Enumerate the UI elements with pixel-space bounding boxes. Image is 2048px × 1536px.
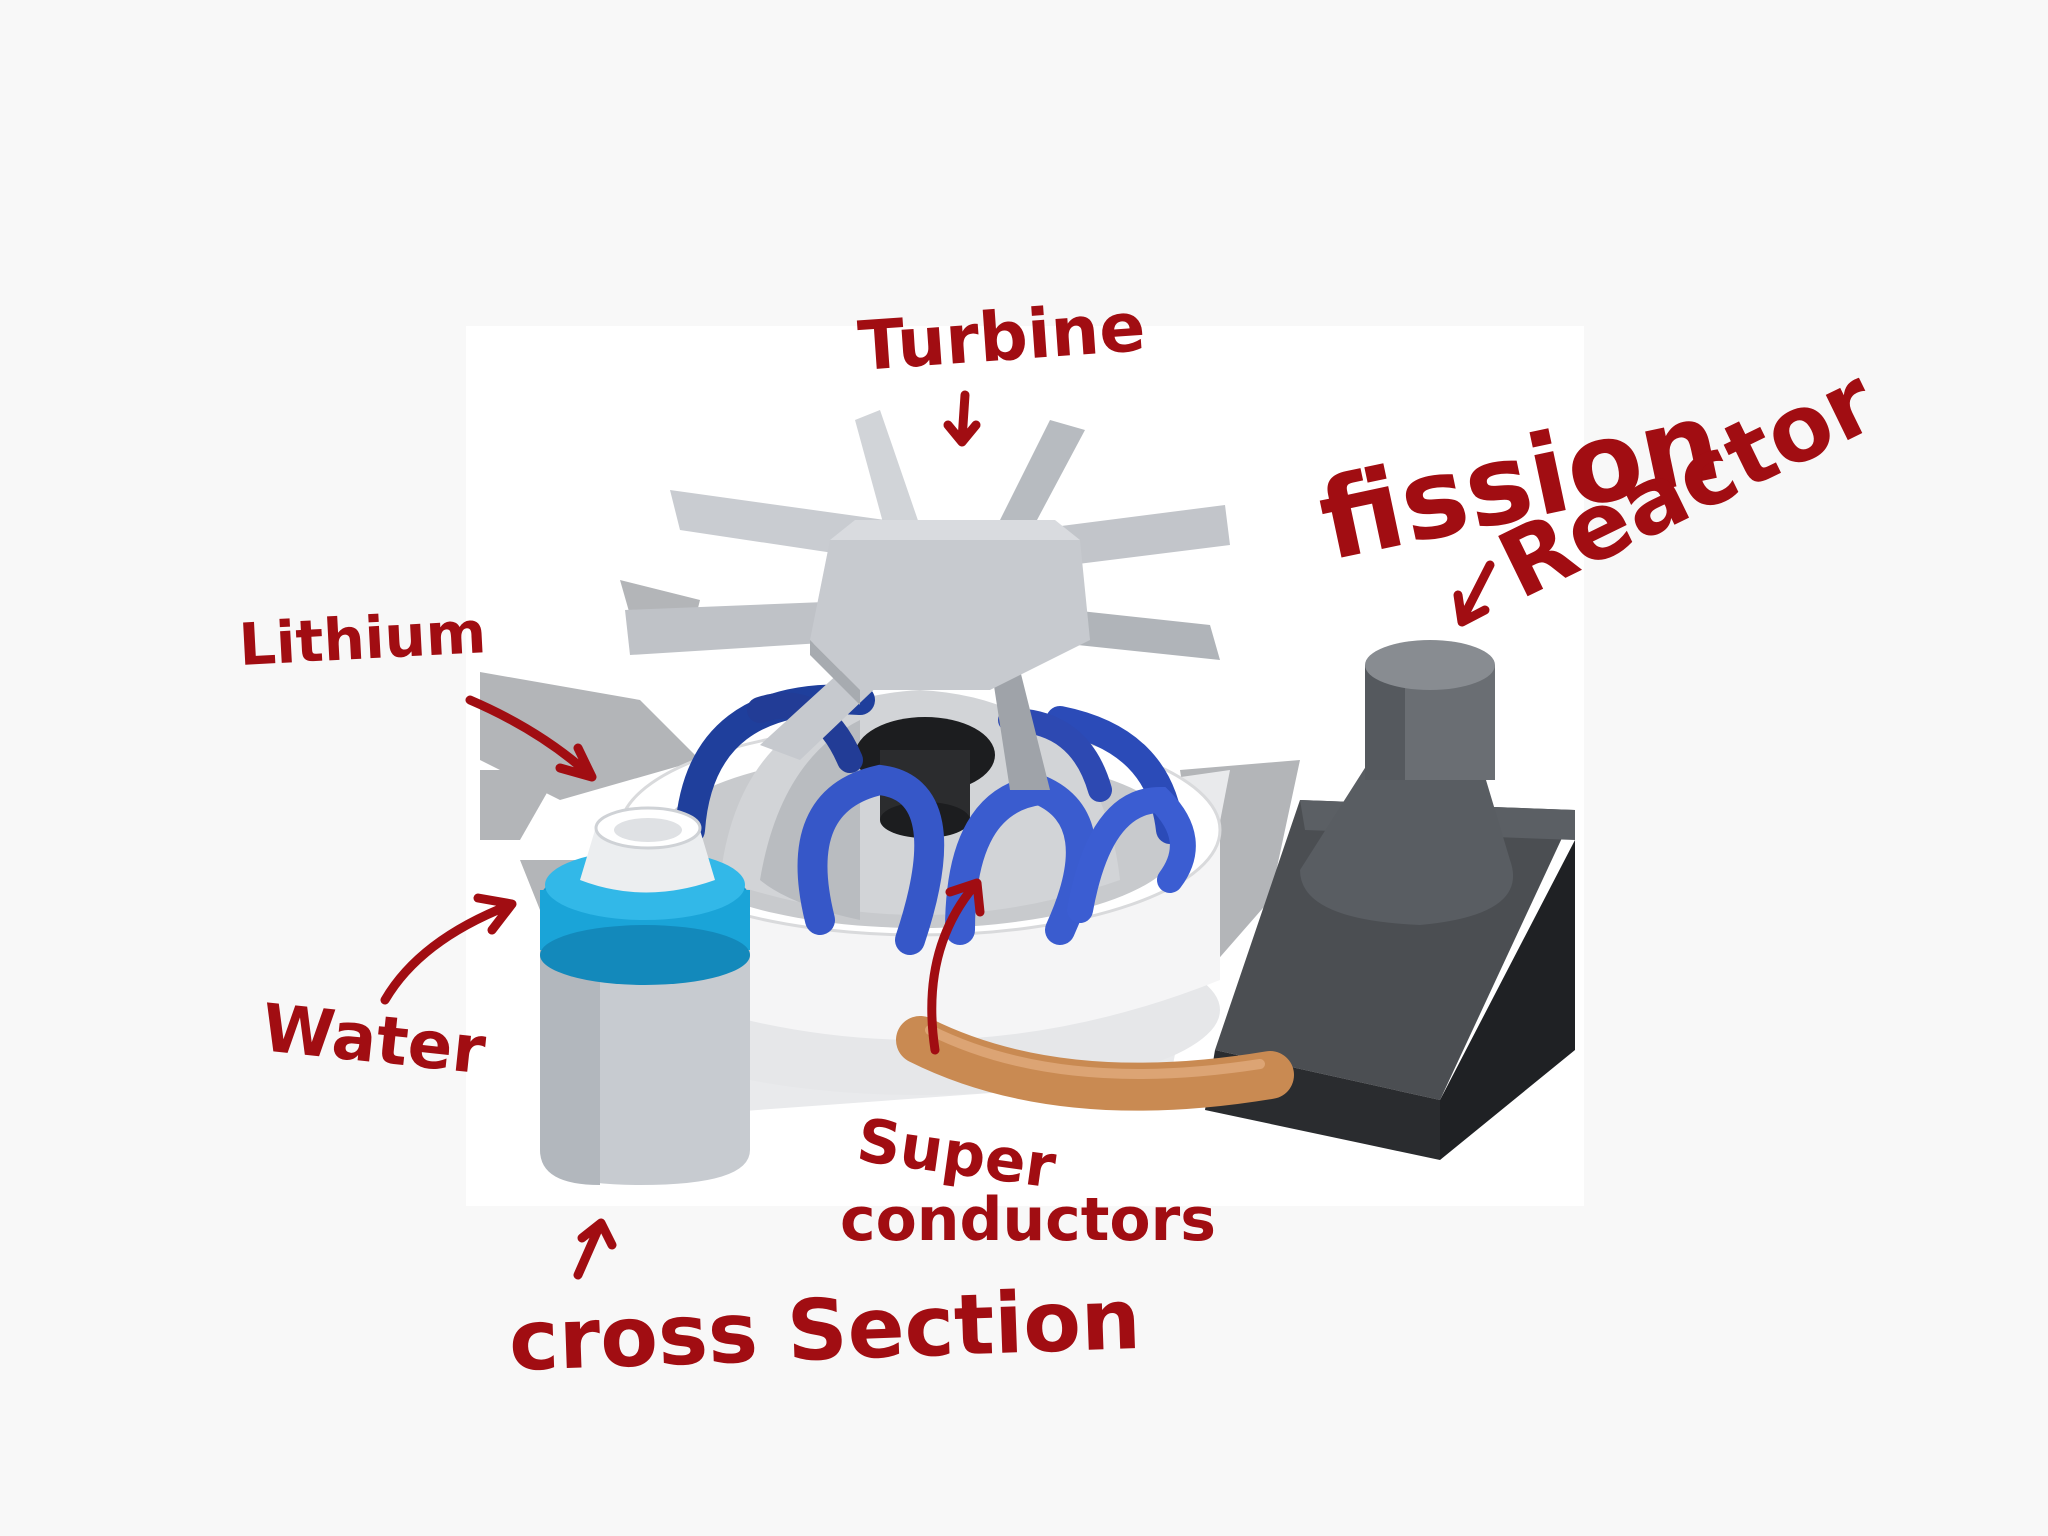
lithium-arrow	[465, 695, 597, 782]
water-canister	[540, 806, 750, 1185]
lithium-label: Lithium	[237, 598, 488, 679]
turbine	[625, 410, 1230, 790]
annotations: Turbine fission Reactor Lithium Water Su…	[237, 288, 1892, 1390]
cross-section-arrow	[573, 1218, 617, 1280]
turbine-arrow	[943, 390, 981, 447]
cable-highlight	[925, 1025, 1265, 1080]
water-arrow	[380, 893, 517, 1005]
cross-section-label: cross Section	[507, 1270, 1142, 1390]
conductors-label: conductors	[840, 1185, 1216, 1255]
fission-reactor	[1205, 640, 1575, 1160]
reactor-arrow	[1453, 560, 1495, 627]
water-label: Water	[258, 989, 489, 1089]
super-arrow	[927, 878, 985, 1055]
superconductor-cable	[896, 1016, 1294, 1111]
